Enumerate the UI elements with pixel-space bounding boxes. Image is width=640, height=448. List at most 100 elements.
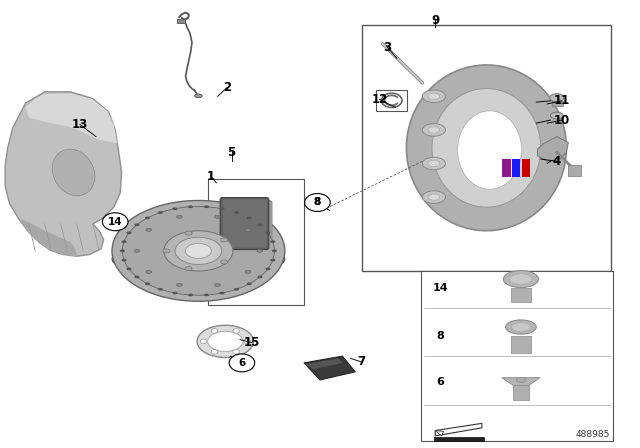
Ellipse shape	[220, 207, 225, 210]
Ellipse shape	[516, 377, 526, 383]
Bar	[511, 288, 531, 302]
Text: 6: 6	[436, 377, 444, 387]
Ellipse shape	[257, 249, 262, 253]
Ellipse shape	[204, 293, 209, 296]
Bar	[511, 336, 531, 353]
Circle shape	[211, 349, 218, 354]
Text: 8: 8	[314, 198, 321, 207]
Text: 8: 8	[436, 331, 444, 341]
Ellipse shape	[214, 215, 220, 219]
Text: 6: 6	[238, 358, 246, 368]
Ellipse shape	[221, 238, 228, 242]
Ellipse shape	[146, 270, 152, 273]
Bar	[421, 271, 613, 441]
Text: 4: 4	[553, 155, 561, 168]
Bar	[362, 25, 611, 271]
Bar	[434, 437, 484, 441]
Bar	[522, 159, 530, 177]
Text: 14: 14	[108, 217, 122, 227]
Text: 12: 12	[371, 93, 388, 106]
Ellipse shape	[245, 270, 251, 273]
Circle shape	[211, 329, 218, 333]
Ellipse shape	[126, 232, 131, 234]
Ellipse shape	[428, 160, 440, 167]
Text: 2: 2	[223, 81, 231, 94]
Ellipse shape	[270, 240, 275, 243]
Ellipse shape	[164, 231, 233, 271]
Ellipse shape	[432, 89, 541, 207]
Ellipse shape	[214, 283, 220, 286]
Bar	[208, 179, 304, 305]
Ellipse shape	[406, 65, 566, 231]
Ellipse shape	[177, 283, 182, 286]
Polygon shape	[435, 431, 444, 436]
Ellipse shape	[185, 231, 192, 235]
Ellipse shape	[246, 216, 252, 219]
Ellipse shape	[246, 283, 252, 285]
Ellipse shape	[458, 111, 522, 190]
Ellipse shape	[177, 215, 182, 219]
Ellipse shape	[158, 288, 163, 291]
Text: 9: 9	[431, 13, 439, 27]
Bar	[512, 159, 520, 177]
Text: 3: 3	[383, 40, 391, 54]
Text: 8: 8	[314, 198, 321, 207]
Ellipse shape	[511, 323, 531, 332]
Ellipse shape	[163, 249, 170, 253]
Ellipse shape	[550, 94, 564, 102]
Circle shape	[229, 354, 255, 372]
Ellipse shape	[172, 207, 177, 210]
FancyBboxPatch shape	[225, 201, 272, 251]
Ellipse shape	[266, 232, 271, 234]
Ellipse shape	[122, 259, 127, 262]
Ellipse shape	[112, 240, 285, 278]
Ellipse shape	[122, 207, 275, 295]
FancyBboxPatch shape	[220, 198, 269, 250]
Ellipse shape	[158, 211, 163, 214]
Ellipse shape	[185, 267, 192, 271]
Ellipse shape	[120, 250, 125, 252]
Ellipse shape	[257, 276, 262, 278]
Ellipse shape	[146, 228, 152, 232]
Bar	[502, 159, 511, 177]
Ellipse shape	[145, 216, 150, 219]
FancyBboxPatch shape	[223, 199, 267, 248]
Ellipse shape	[175, 237, 221, 264]
Text: 13: 13	[72, 118, 88, 131]
Text: 5: 5	[228, 146, 236, 159]
Text: 14: 14	[433, 283, 448, 293]
Circle shape	[305, 194, 330, 211]
Polygon shape	[26, 93, 117, 143]
Ellipse shape	[186, 243, 211, 258]
Ellipse shape	[422, 124, 445, 136]
Polygon shape	[502, 378, 540, 387]
Circle shape	[244, 339, 250, 344]
Ellipse shape	[188, 206, 193, 208]
Ellipse shape	[134, 276, 140, 278]
Bar	[177, 19, 185, 23]
Circle shape	[200, 339, 207, 344]
Ellipse shape	[422, 90, 445, 103]
Ellipse shape	[428, 194, 440, 200]
Ellipse shape	[172, 292, 177, 294]
Text: 15: 15	[244, 336, 260, 349]
Ellipse shape	[207, 332, 243, 351]
Ellipse shape	[504, 271, 539, 288]
Ellipse shape	[122, 240, 127, 243]
Ellipse shape	[134, 224, 140, 226]
Ellipse shape	[221, 260, 228, 264]
Text: 11: 11	[554, 94, 570, 108]
Text: 10: 10	[554, 113, 570, 127]
Ellipse shape	[145, 283, 150, 285]
Text: 7: 7	[358, 355, 365, 369]
Bar	[568, 165, 581, 176]
Circle shape	[306, 194, 329, 211]
Ellipse shape	[428, 127, 440, 133]
Polygon shape	[304, 356, 355, 380]
Ellipse shape	[257, 224, 262, 226]
Ellipse shape	[272, 250, 277, 252]
Ellipse shape	[234, 288, 239, 291]
Ellipse shape	[188, 293, 193, 296]
Ellipse shape	[234, 211, 239, 214]
Ellipse shape	[266, 267, 271, 270]
